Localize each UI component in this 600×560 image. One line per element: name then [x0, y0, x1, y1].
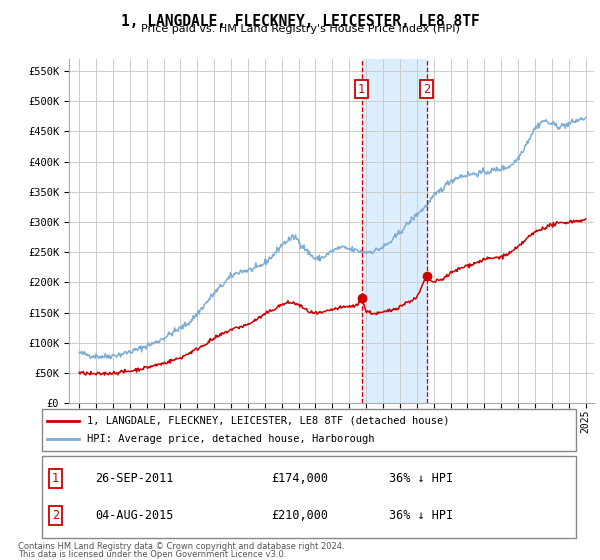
Text: 26-SEP-2011: 26-SEP-2011: [95, 472, 174, 485]
Text: 1, LANGDALE, FLECKNEY, LEICESTER, LE8 8TF (detached house): 1, LANGDALE, FLECKNEY, LEICESTER, LE8 8T…: [88, 416, 450, 426]
FancyBboxPatch shape: [42, 456, 576, 538]
Text: 36% ↓ HPI: 36% ↓ HPI: [389, 509, 453, 522]
Text: Contains HM Land Registry data © Crown copyright and database right 2024.: Contains HM Land Registry data © Crown c…: [18, 542, 344, 551]
Text: 2: 2: [423, 82, 430, 96]
Text: This data is licensed under the Open Government Licence v3.0.: This data is licensed under the Open Gov…: [18, 550, 286, 559]
Text: £174,000: £174,000: [272, 472, 329, 485]
Text: 04-AUG-2015: 04-AUG-2015: [95, 509, 174, 522]
Text: Price paid vs. HM Land Registry's House Price Index (HPI): Price paid vs. HM Land Registry's House …: [140, 24, 460, 34]
FancyBboxPatch shape: [42, 409, 576, 451]
Text: 2: 2: [52, 509, 59, 522]
Bar: [362, 59, 427, 403]
Text: HPI: Average price, detached house, Harborough: HPI: Average price, detached house, Harb…: [88, 434, 375, 444]
Text: 1, LANGDALE, FLECKNEY, LEICESTER, LE8 8TF: 1, LANGDALE, FLECKNEY, LEICESTER, LE8 8T…: [121, 14, 479, 29]
Text: £210,000: £210,000: [272, 509, 329, 522]
Text: 1: 1: [358, 82, 365, 96]
Text: 1: 1: [52, 472, 59, 485]
Text: 36% ↓ HPI: 36% ↓ HPI: [389, 472, 453, 485]
